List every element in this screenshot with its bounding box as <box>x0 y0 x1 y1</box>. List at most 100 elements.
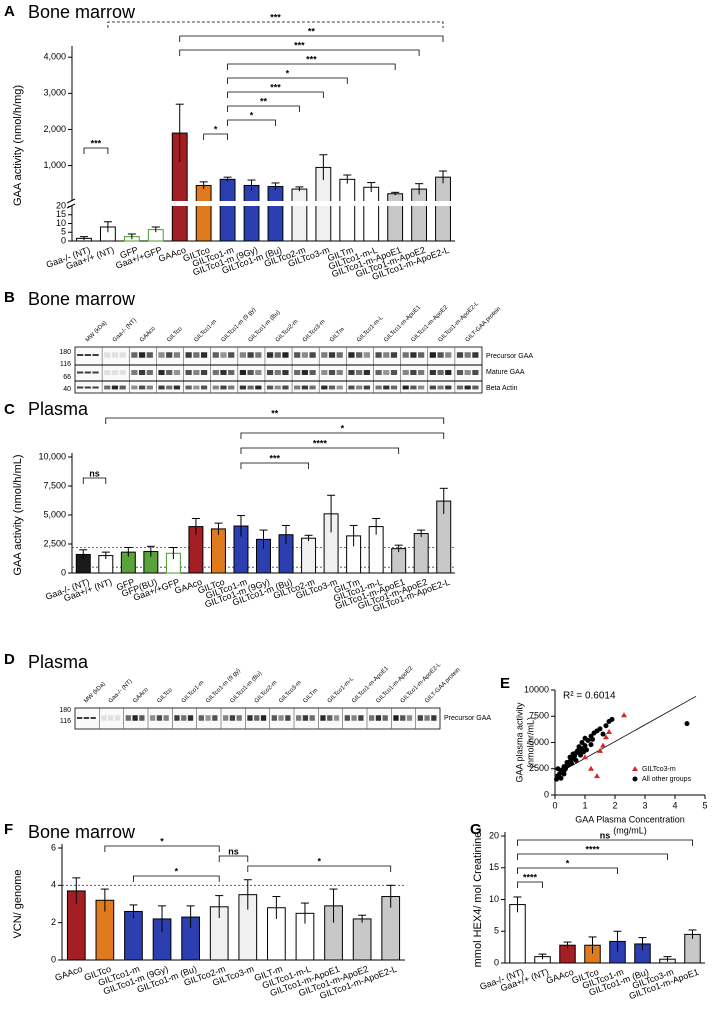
blot-band <box>348 370 355 375</box>
blot-band <box>236 715 242 721</box>
scatter-point <box>588 765 594 771</box>
blot-band <box>193 352 200 358</box>
blot-band <box>158 352 165 358</box>
x-tick-label: 4 <box>672 800 677 810</box>
band-label: Precursor GAA <box>444 715 491 722</box>
significance-bracket <box>107 21 444 28</box>
blot-band <box>301 352 308 358</box>
y-tick-label: 0 <box>494 957 499 967</box>
blot-band <box>321 352 328 358</box>
blot-band <box>247 385 254 390</box>
blot-band <box>445 370 452 375</box>
significance-bracket <box>105 417 445 424</box>
lane-label: GILTm <box>329 327 346 344</box>
scatter-point <box>585 737 591 743</box>
blot-band <box>158 385 165 390</box>
blot-band <box>101 715 107 721</box>
bar <box>391 548 407 574</box>
blot-band <box>390 370 398 375</box>
lane-label: Gaa-/- (NT) <box>108 679 134 705</box>
blot-band <box>158 370 165 375</box>
blot-band <box>266 385 274 390</box>
blot-band <box>173 352 181 358</box>
y-tick-label: 2500 <box>529 763 549 773</box>
blot-band <box>410 385 417 390</box>
blot-band <box>456 370 464 375</box>
blot-band <box>229 715 236 721</box>
significance-bracket <box>218 855 249 862</box>
scatter-point <box>579 740 585 745</box>
blot-band <box>239 385 247 390</box>
blot-band <box>363 352 370 358</box>
blot-band <box>185 352 192 358</box>
blot-band <box>247 715 253 721</box>
blot-band <box>84 371 91 374</box>
significance-label: ns <box>228 846 239 856</box>
significance-label: * <box>286 68 290 78</box>
blot-band <box>429 352 436 358</box>
blot-band <box>185 385 192 390</box>
scatter-point <box>621 712 627 718</box>
lane-label: GILTco1-m-ApoE2-L <box>400 661 443 704</box>
trend-line <box>554 695 697 776</box>
blot-band <box>410 370 417 375</box>
scatter-point <box>594 773 600 779</box>
scatter-point <box>606 729 612 734</box>
scatter-point <box>597 747 603 753</box>
blot-band <box>333 715 340 721</box>
bar <box>267 186 284 242</box>
y-tick-label: 7500 <box>529 711 549 721</box>
scatter-point <box>632 776 638 782</box>
y-tick-label: 5 <box>494 926 499 936</box>
x-axis-label: GAA Plasma Concentration <box>575 814 685 824</box>
scatter-point <box>603 734 609 740</box>
blot-band <box>150 715 156 721</box>
y-tick-label: 0 <box>61 235 66 245</box>
scatter-point <box>555 766 561 772</box>
blot-band <box>228 352 235 358</box>
blot-band <box>174 715 180 721</box>
scatter-point <box>632 766 638 771</box>
panel-letter: A <box>4 3 15 20</box>
blot-band <box>173 370 181 375</box>
blot-band <box>296 715 302 721</box>
scatter-point <box>558 775 564 781</box>
x-tick-label: Gaa+/+GFP <box>114 245 163 271</box>
break-mark <box>66 198 76 204</box>
blot-band <box>429 370 436 375</box>
blot-band <box>369 715 375 721</box>
blot-band <box>418 385 425 390</box>
significance-label: **** <box>523 872 538 882</box>
chart-title: Plasma <box>28 399 89 419</box>
blot-band <box>247 370 254 375</box>
blot-band <box>285 715 291 721</box>
bar <box>435 176 451 242</box>
blot-band <box>92 386 99 389</box>
blot-band <box>301 385 308 390</box>
scatter-point <box>582 743 588 749</box>
blot-band <box>336 385 343 390</box>
blot-band <box>108 715 114 721</box>
y-tick-label: 2 <box>51 917 56 927</box>
blot-band <box>437 385 444 390</box>
blot-band <box>131 352 138 358</box>
blot-band <box>146 385 153 390</box>
significance-label: * <box>341 423 345 433</box>
significance-bracket <box>240 462 309 469</box>
significance-label: *** <box>294 40 305 50</box>
blot-band <box>173 385 181 390</box>
blot-band <box>228 370 235 375</box>
blot-band <box>114 715 121 721</box>
scatter-point <box>600 742 606 748</box>
mw-label: 40 <box>63 386 71 393</box>
blot-band <box>132 715 138 721</box>
significance-label: ** <box>260 96 268 106</box>
significance-label: ** <box>308 26 316 36</box>
y-tick-label: 5000 <box>529 737 549 747</box>
bar <box>124 910 143 961</box>
y-axis-label: VCN/ genome <box>12 869 24 938</box>
blot-band <box>390 385 398 390</box>
significance-bracket <box>227 105 300 112</box>
y-tick-label: 15 <box>489 862 499 872</box>
